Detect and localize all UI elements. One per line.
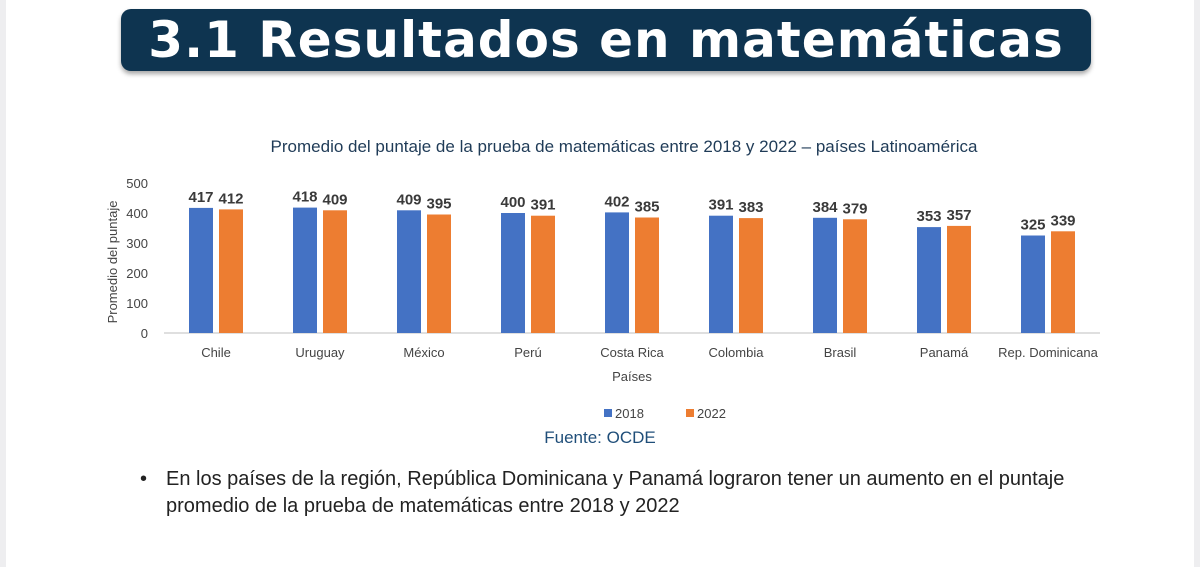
data-label: 383 (738, 199, 763, 216)
bar-2018-per- (501, 213, 525, 333)
data-label: 409 (322, 191, 347, 208)
data-label: 379 (842, 200, 867, 217)
x-axis-label: Países (612, 369, 652, 384)
x-tick-label: Uruguay (295, 345, 345, 360)
data-label: 384 (812, 199, 838, 216)
data-label: 391 (708, 197, 733, 214)
x-tick-label: Colombia (709, 345, 765, 360)
bar-2022-per- (531, 215, 555, 333)
bullet-text: En los países de la región, República Do… (166, 468, 1065, 517)
data-label: 339 (1050, 212, 1075, 229)
x-tick-label: Brasil (824, 345, 857, 360)
bar-2022-chile (219, 209, 243, 333)
bar-2018-panam- (917, 227, 941, 333)
x-tick-label: Rep. Dominicana (998, 345, 1098, 360)
data-label: 353 (916, 208, 941, 225)
bullet-point: • En los países de la región, República … (140, 466, 1070, 520)
legend-swatch-2018 (604, 409, 612, 417)
bar-2018-uruguay (293, 207, 317, 333)
legend-label-2022: 2022 (697, 406, 726, 421)
bar-2022-colombia (739, 218, 763, 333)
y-axis-label: Promedio del puntaje (105, 201, 120, 324)
x-tick-label: Costa Rica (600, 345, 664, 360)
y-tick-label: 500 (126, 176, 148, 191)
bar-2018-m-xico (397, 210, 421, 333)
y-tick-label: 400 (126, 206, 148, 221)
data-label: 391 (530, 197, 555, 214)
bullet-mark: • (140, 468, 148, 490)
y-tick-label: 100 (126, 296, 148, 311)
bar-2018-rep-dominicana (1021, 235, 1045, 333)
legend-swatch-2022 (686, 409, 694, 417)
legend-label-2018: 2018 (615, 406, 644, 421)
slide-title: 3.1 Resultados en matemáticas (148, 11, 1064, 69)
bar-2022-m-xico (427, 214, 451, 333)
bar-2022-brasil (843, 219, 867, 333)
x-tick-label: Panamá (920, 345, 969, 360)
y-tick-label: 200 (126, 266, 148, 281)
y-tick-label: 0 (141, 326, 148, 341)
data-label: 395 (426, 196, 451, 213)
title-banner: 3.1 Resultados en matemáticas (121, 9, 1091, 71)
source-caption: Fuente: OCDE (544, 428, 656, 447)
x-tick-label: Chile (201, 345, 231, 360)
bar-2018-colombia (709, 215, 733, 333)
data-label: 412 (218, 190, 243, 207)
data-label: 357 (946, 207, 971, 224)
data-label: 402 (604, 193, 629, 210)
y-tick-label: 300 (126, 236, 148, 251)
x-tick-label: México (403, 345, 444, 360)
data-label: 325 (1020, 217, 1045, 234)
bar-2022-panam- (947, 225, 971, 333)
bar-2022-costa-rica (635, 217, 659, 333)
bar-2018-brasil (813, 217, 837, 333)
bar-2022-rep-dominicana (1051, 231, 1075, 333)
data-label: 417 (188, 189, 213, 206)
data-label: 400 (500, 194, 525, 211)
data-label: 409 (396, 191, 421, 208)
x-tick-label: Perú (514, 345, 541, 360)
bar-2018-chile (189, 207, 213, 333)
data-label: 418 (292, 189, 317, 206)
bar-2018-costa-rica (605, 212, 629, 333)
data-label: 385 (634, 199, 659, 216)
bar-chart: Promedio del puntaje de la prueba de mat… (105, 137, 1100, 421)
bar-2022-uruguay (323, 210, 347, 333)
chart-title: Promedio del puntaje de la prueba de mat… (271, 137, 978, 156)
